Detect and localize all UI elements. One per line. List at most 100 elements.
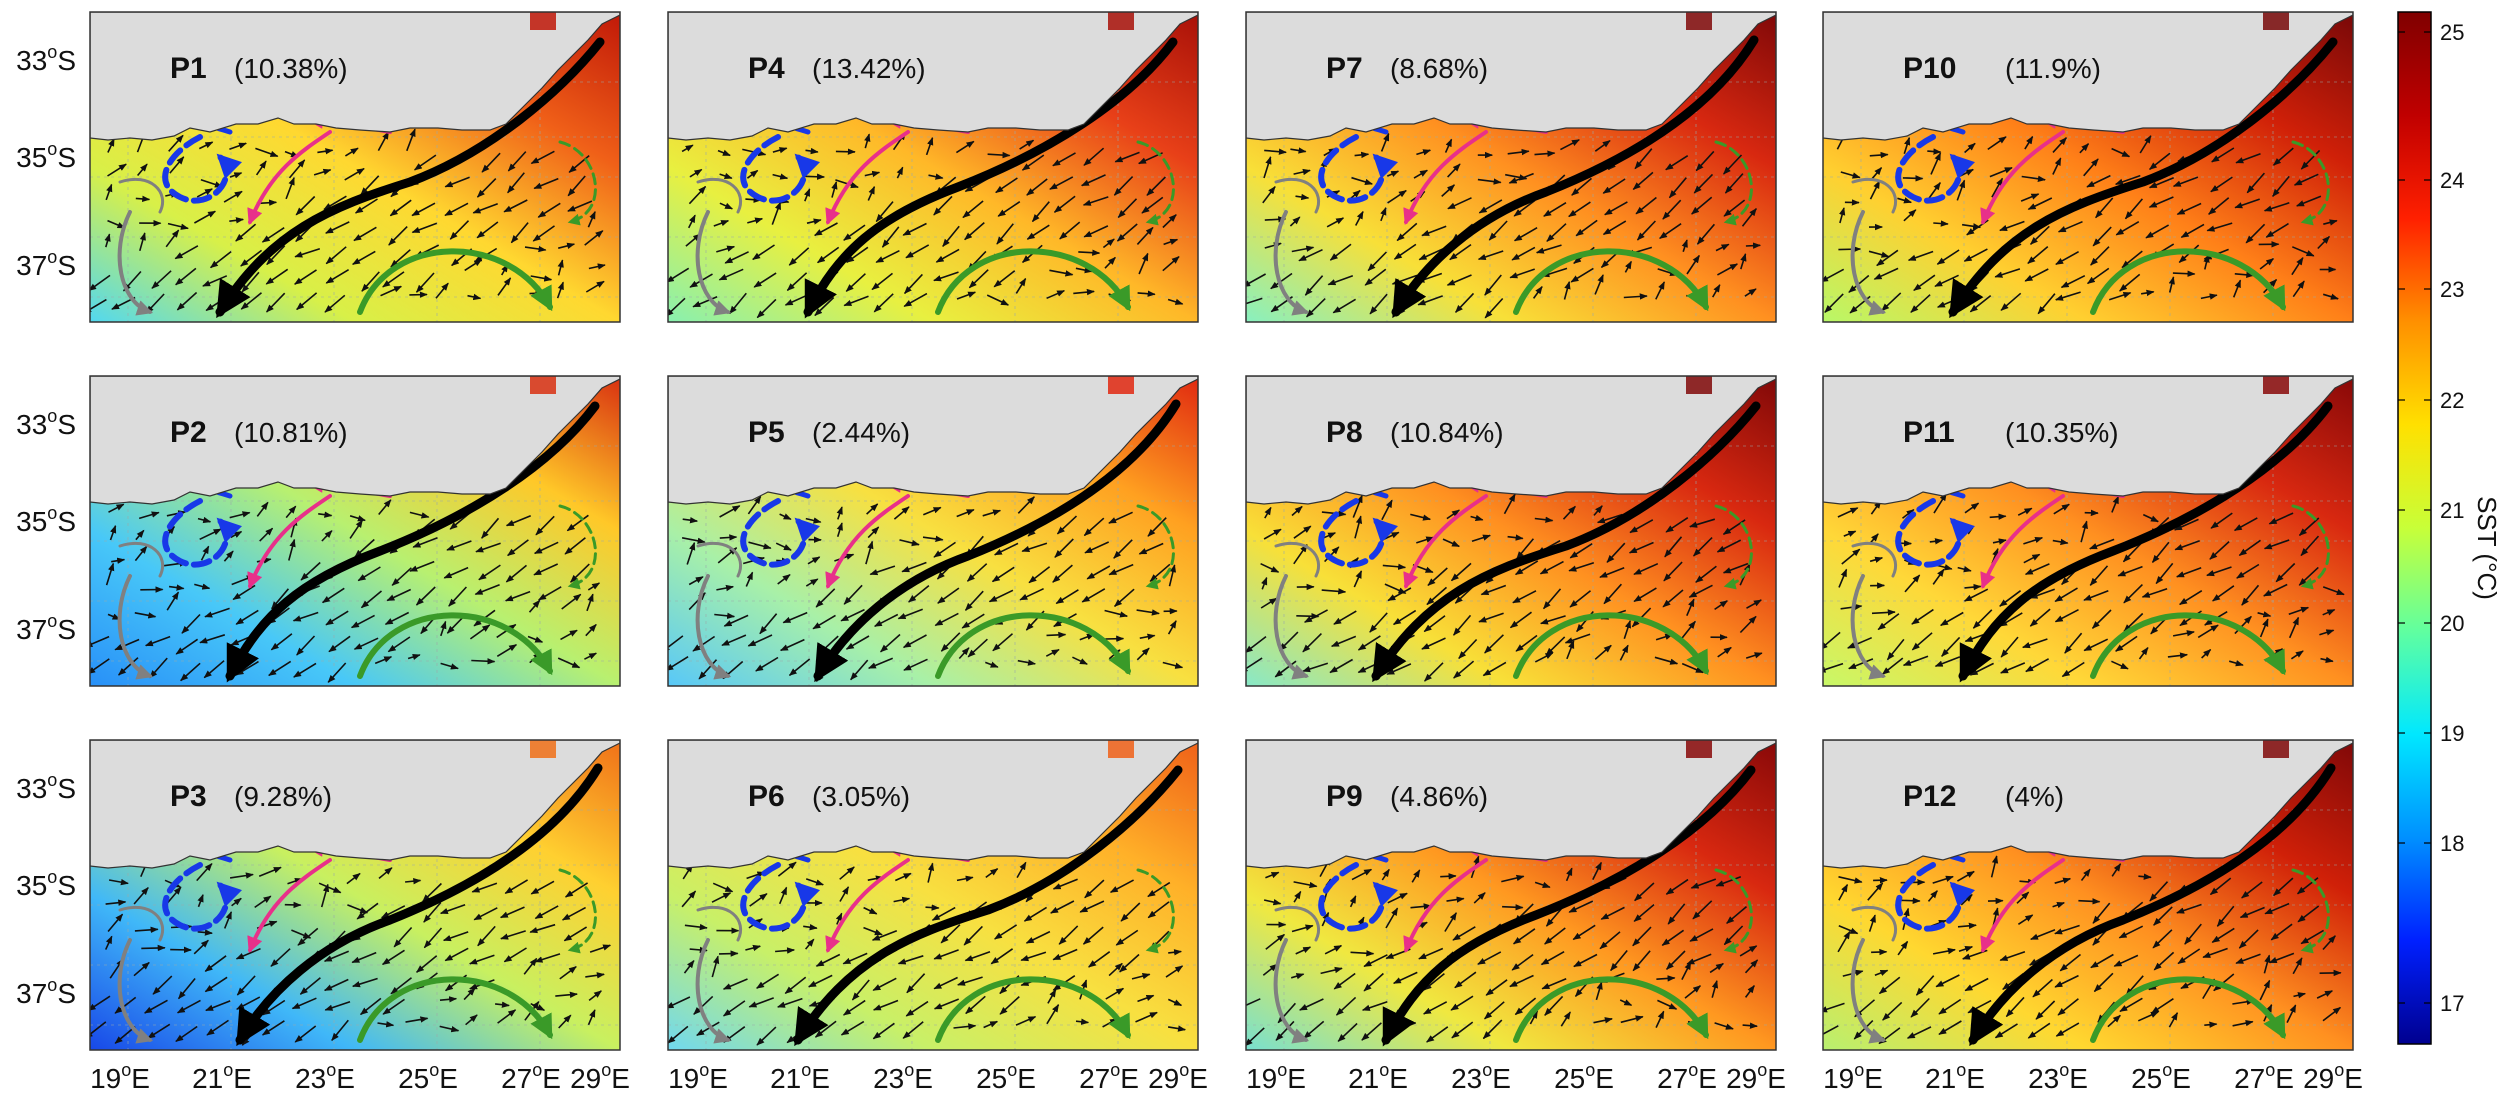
colorbar-tick-label: 17 (2440, 991, 2464, 1016)
panel-p8: P8 (10.84%) (1245, 375, 1777, 687)
lat-label: 37oS (16, 975, 76, 1009)
lat-label: 33oS (16, 406, 76, 440)
panel-percentage: (9.28%) (234, 781, 332, 812)
panel-percentage: (3.05%) (812, 781, 910, 812)
lat-label: 37oS (16, 247, 76, 281)
panel-percentage: (10.35%) (2005, 417, 2119, 448)
colorbar-tick-label: 19 (2440, 721, 2464, 746)
lon-label: 21oE (1925, 1060, 1985, 1094)
panel-percentage: (10.81%) (234, 417, 348, 448)
panel-p11: P11 (10.35%) (1822, 375, 2354, 687)
land-mass (90, 376, 620, 505)
panel-p1: P1 (10.38%) (89, 11, 621, 323)
lon-label: 23oE (2028, 1060, 2088, 1094)
panel-p7: P7 (8.68%) (1245, 11, 1777, 323)
lon-label: 19oE (668, 1060, 728, 1094)
panel-percentage: (8.68%) (1390, 53, 1488, 84)
lon-label: 23oE (295, 1060, 355, 1094)
lon-label: 27oE (1079, 1060, 1139, 1094)
lon-label: 25oE (398, 1060, 458, 1094)
colorbar-ticks: 25 24 23 22 21 20 19 18 17 (2398, 20, 2464, 1016)
panel-frame (1822, 739, 2354, 1051)
colorbar-tick-label: 21 (2440, 498, 2464, 523)
land-mass (1823, 376, 2353, 505)
colorbar-tick-label: 20 (2440, 611, 2464, 636)
panel-frame (667, 739, 1199, 1051)
land-mass (668, 376, 1198, 505)
panel-p12: P12 (4%) (1822, 739, 2354, 1051)
panel-frame (1822, 11, 2354, 323)
panel-frame (667, 11, 1199, 323)
panel-title: P7 (1326, 52, 1363, 85)
lon-label: 27oE (1657, 1060, 1717, 1094)
land-mass (1246, 12, 1776, 141)
panel-percentage: (10.84%) (1390, 417, 1504, 448)
lon-label: 29oE (570, 1060, 630, 1094)
lat-label: 35oS (16, 503, 76, 537)
panel-title: P1 (170, 52, 207, 85)
panel-frame (89, 11, 621, 323)
longitude-labels: 19oE 21oE 23oE 25oE 27oE 29oE 19oE 21oE 23oE 25oE… (90, 1060, 2363, 1094)
lon-label: 19oE (90, 1060, 150, 1094)
lat-label: 35oS (16, 867, 76, 901)
colorbar-tick-label: 24 (2440, 168, 2464, 193)
panels-group: P1 (10.38%) P4 (13.42%) P7 (8.68%) P10 (11.9%)P… (89, 11, 2354, 1051)
colorbar-tick-label: 23 (2440, 277, 2464, 302)
colorbar-tick-label: 22 (2440, 388, 2464, 413)
lat-label: 33oS (16, 770, 76, 804)
panel-title: P5 (748, 416, 785, 449)
lon-label: 29oE (1726, 1060, 1786, 1094)
panel-percentage: (4%) (2005, 781, 2064, 812)
panel-percentage: (11.9%) (2005, 53, 2101, 84)
panel-frame (1822, 375, 2354, 687)
lon-label: 21oE (770, 1060, 830, 1094)
panel-percentage: (13.42%) (812, 53, 926, 84)
lon-label: 29oE (2303, 1060, 2363, 1094)
lon-label: 21oE (1348, 1060, 1408, 1094)
panel-percentage: (4.86%) (1390, 781, 1488, 812)
panel-title: P9 (1326, 780, 1363, 813)
panel-frame (89, 739, 621, 1051)
panel-p2: P2 (10.81%) (89, 375, 621, 687)
lon-label: 19oE (1246, 1060, 1306, 1094)
panel-title: P8 (1326, 416, 1363, 449)
latitude-labels: 33oS 35oS 37oS 33oS 35oS 37oS 33oS 35oS 37oS (16, 42, 76, 1009)
panel-p3: P3 (9.28%) (89, 739, 621, 1051)
panel-frame (667, 375, 1199, 687)
lat-label: 37oS (16, 611, 76, 645)
panel-title: P4 (748, 52, 785, 85)
colorbar-gradient (2397, 11, 2432, 1045)
panel-title: P12 (1903, 780, 1956, 813)
lon-label: 25oE (2131, 1060, 2191, 1094)
panel-frame (1245, 11, 1777, 323)
panel-frame (1245, 739, 1777, 1051)
colorbar-label: SST (°C) (2472, 496, 2500, 600)
lat-label: 35oS (16, 139, 76, 173)
panel-p10: P10 (11.9%) (1822, 11, 2354, 323)
panel-p9: P9 (4.86%) (1245, 739, 1777, 1051)
panel-title: P3 (170, 780, 207, 813)
land-mass (90, 12, 620, 141)
panel-p5: P5 (2.44%) (667, 375, 1199, 687)
colorbar-tick-label: 25 (2440, 20, 2464, 45)
lon-label: 19oE (1823, 1060, 1883, 1094)
panel-percentage: (10.38%) (234, 53, 348, 84)
land-mass (1823, 12, 2353, 141)
lon-label: 27oE (2234, 1060, 2294, 1094)
lat-label: 33oS (16, 42, 76, 76)
panel-p4: P4 (13.42%) (667, 11, 1199, 323)
lon-label: 23oE (873, 1060, 933, 1094)
lon-label: 21oE (192, 1060, 252, 1094)
lon-label: 29oE (1148, 1060, 1208, 1094)
land-mass (1246, 376, 1776, 505)
panel-percentage: (2.44%) (812, 417, 910, 448)
lon-label: 25oE (1554, 1060, 1614, 1094)
panel-frame (1245, 375, 1777, 687)
land-mass (1246, 740, 1776, 869)
panel-title: P10 (1903, 52, 1956, 85)
panel-title: P6 (748, 780, 785, 813)
colorbar-tick-label: 18 (2440, 831, 2464, 856)
panel-p6: P6 (3.05%) (667, 739, 1199, 1051)
land-mass (1823, 740, 2353, 869)
